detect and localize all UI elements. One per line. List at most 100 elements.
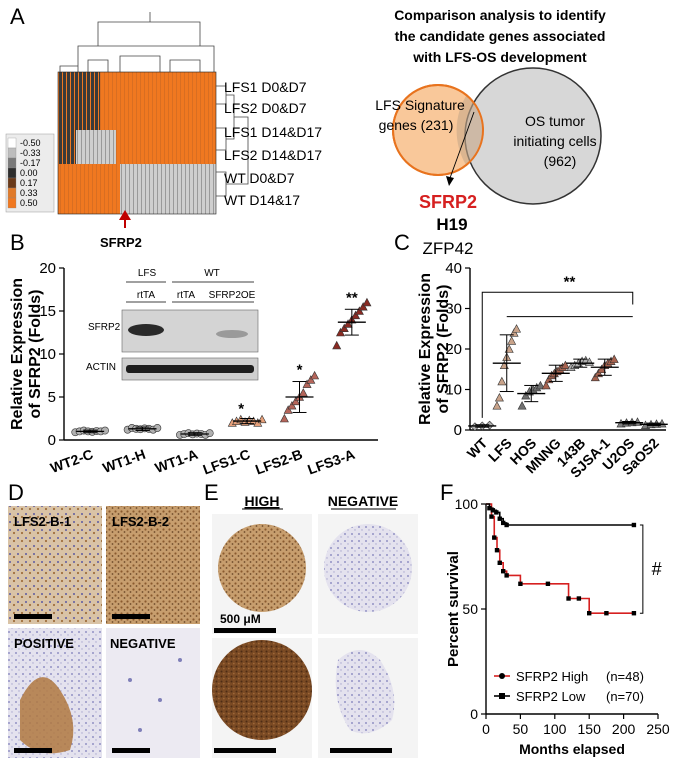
x-tick-label: 0 [482,721,490,737]
scale-bar [112,614,150,619]
tma-panel-e: HIGH NEGATIVE 500 μM [212,493,418,758]
survival-curve [486,503,634,614]
scale-bar [112,748,150,753]
blot-lane-label: rtTA [137,290,155,301]
significance-bracket [481,291,634,418]
ihc-tile [106,506,200,624]
data-point [512,324,522,333]
censor-mark [490,508,496,513]
blot-band-label: SFRP2 [88,322,121,333]
row-label: WT D0&D7 [224,170,295,186]
x-axis-label: Months elapsed [519,741,625,757]
panel-letter-f: F [440,480,453,505]
y-tick-label: 10 [39,346,56,363]
tma-col-label: NEGATIVE [328,493,399,509]
venn-right-label: initiating cells [513,133,596,149]
data-point [521,390,531,400]
data-point [291,396,301,406]
panel-letter-e: E [204,480,219,505]
x-tick-label: WT2-C [48,446,95,476]
y-tick-label: 0 [48,432,56,449]
data-point [535,380,545,390]
candidate-sfrp2: SFRP2 [419,192,477,212]
ihc-tile-label: NEGATIVE [110,636,176,651]
y-tick-label: 40 [445,260,462,277]
heatmap [57,71,217,215]
y-tick-label: 20 [445,341,462,358]
censor-mark [501,520,506,526]
y-axis-label: Percent survival [445,551,462,667]
censor-mark [489,514,494,519]
data-point [494,392,504,402]
x-tick-label: 150 [578,721,602,737]
blot-band-label: ACTIN [86,362,116,373]
blot-band [126,365,254,373]
censor-mark [504,522,509,528]
venn-left-label: genes (231) [379,117,454,133]
western-blot-inset: LFS WT rtTA rtTA SFRP2OE SFRP2 ACTIN [86,268,259,381]
significance-mark: * [238,400,244,417]
scale-bar [14,748,52,753]
legend-marker [499,673,505,679]
legend-label: SFRP2 High [516,669,588,684]
significance-mark: ** [564,273,576,290]
data-point [507,336,517,345]
censor-mark [631,611,637,616]
censor-mark [587,611,592,616]
legend-swatch [7,147,17,159]
legend-swatch [7,197,17,209]
tma-core-high [212,640,312,740]
scale-bar [14,614,52,619]
censor-mark [501,569,506,574]
blot-group-wt: WT [204,268,220,279]
y-tick-label: 5 [48,389,56,406]
blot-band [216,330,248,338]
censor-mark [566,596,571,601]
data-point [497,376,507,386]
data-point [362,297,372,307]
candidate-h19: H19 [436,215,467,234]
panel-letter-c: C [394,230,410,255]
data-point [560,360,570,370]
y-axis-label: Relative Expressionof SFRP2 (Folds) [9,278,44,430]
data-point [302,379,312,388]
data-point [205,429,214,438]
data-point [339,323,349,333]
data-point [590,372,600,382]
row-label: WT D14&17 [224,192,300,208]
data-point [287,400,297,410]
significance-bracket [639,524,644,614]
data-point [609,354,619,363]
row-dendrogram [216,85,249,197]
censor-mark [518,581,523,586]
tma-col-label: HIGH [245,493,280,509]
ihc-tile [106,628,200,758]
legend-value: 0.50 [20,198,38,208]
data-point [492,401,502,410]
data-point [541,380,551,390]
row-label: LFS1 D14&D17 [224,124,322,140]
title-line: with LFS-OS development [412,49,587,65]
heatmap-color-legend: -0.50-0.33-0.170.000.170.330.50 [5,133,55,213]
censor-mark [545,581,551,586]
censor-mark [576,596,582,601]
y-tick-label: 50 [462,601,478,617]
sfrp2-arrow-indicator: SFRP2 [100,210,142,250]
censor-mark [492,535,497,540]
scale-bar [214,628,276,633]
title-line: the candidate genes associated [395,28,606,44]
gene-label-sfrp2: SFRP2 [100,235,142,250]
data-point [336,327,345,337]
x-tick-label: WT [464,434,491,461]
data-point [310,370,320,380]
column-dendrogram [59,12,215,72]
legend-value: 0.00 [20,168,38,178]
tma-scale-label: 500 μM [220,612,261,626]
censor-mark [494,548,500,553]
legend-value: -0.17 [20,158,41,168]
candidate-zfp42: ZFP42 [422,239,473,258]
blot-lane-label: SFRP2OE [209,290,256,301]
x-tick-label: WT1-A [153,446,200,476]
legend-n: (n=70) [606,689,644,704]
